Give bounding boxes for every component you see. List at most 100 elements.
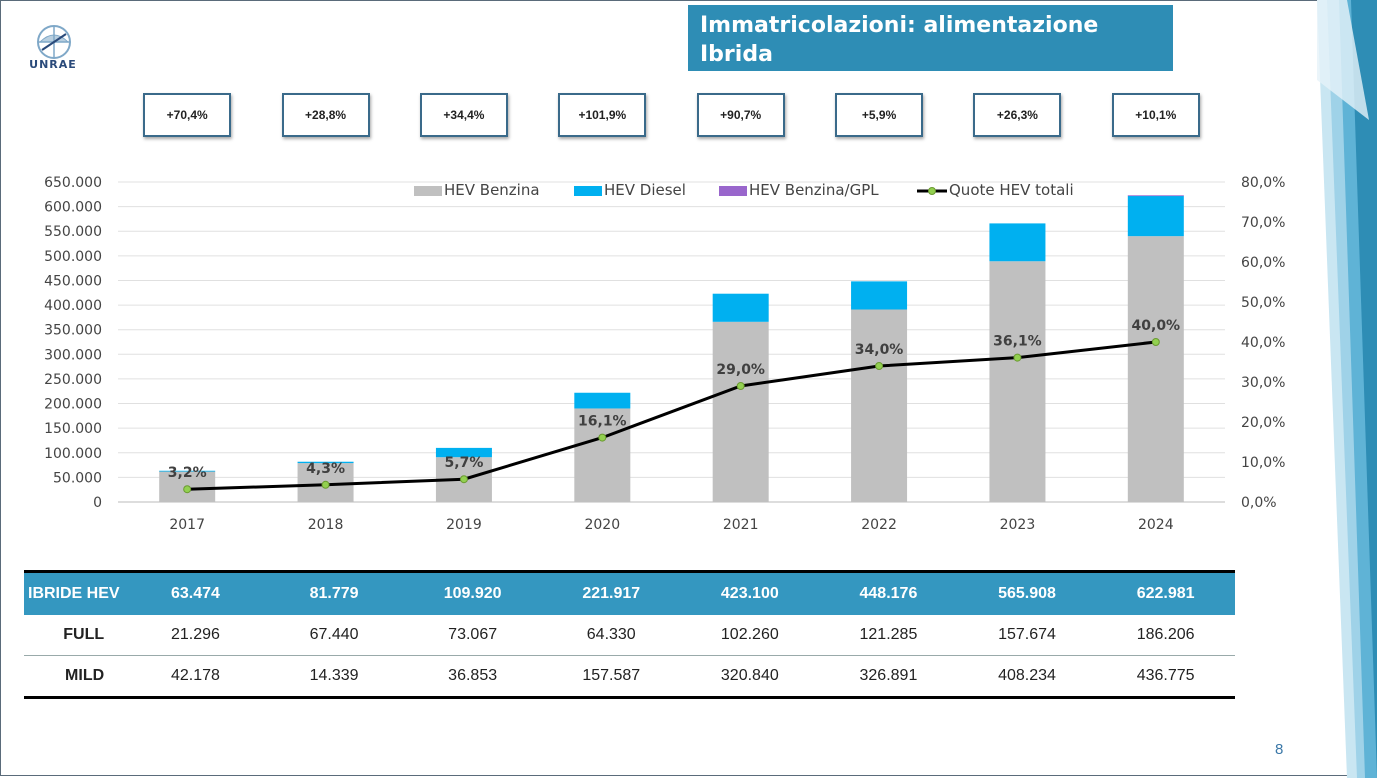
- table-cell: 121.285: [819, 615, 958, 656]
- x-tick-label: 2024: [1138, 517, 1174, 533]
- growth-box: +26,3%: [973, 93, 1062, 137]
- line-data-label: 16,1%: [578, 414, 627, 430]
- table-cell: 408.234: [998, 667, 1056, 684]
- line-point: [1013, 353, 1022, 362]
- y-right-tick-label: 20,0%: [1241, 415, 1285, 431]
- title-line-2: (HEV): [700, 71, 771, 96]
- y-right-tick-label: 30,0%: [1241, 375, 1285, 391]
- legend-marker: [928, 187, 936, 195]
- table-cell: 157.587: [582, 667, 641, 684]
- table-cell: 423.100: [680, 571, 820, 615]
- table-row: MILD 42.178 14.339 36.853 157.587 320.840 326.…: [24, 656, 1235, 698]
- y-left-tick-label: 450.000: [44, 273, 102, 289]
- y-right-tick-label: 60,0%: [1241, 255, 1285, 271]
- bar-hev-benzina-2021: [712, 321, 769, 502]
- bar-hev-benzina-2020: [574, 408, 631, 502]
- bar-hev-diesel-2019: [435, 447, 492, 458]
- row-label: MILD: [65, 667, 105, 684]
- line-data-label: 34,0%: [855, 342, 904, 358]
- growth-box: +10,1%: [1111, 93, 1200, 137]
- y-right-tick-label: 70,0%: [1241, 215, 1285, 231]
- bar-hev-diesel-2024: [1127, 195, 1184, 237]
- legend-label: HEV Diesel: [604, 181, 686, 199]
- line-point: [183, 485, 192, 494]
- line-data-label: 29,0%: [716, 362, 765, 378]
- line-point: [321, 480, 330, 489]
- legend-swatch: [574, 186, 602, 196]
- legend-label: Quote HEV totali: [949, 181, 1074, 199]
- table-cell: 221.917: [541, 571, 681, 615]
- x-tick-label: 2017: [169, 517, 205, 533]
- logo-text: UNRAE: [29, 58, 77, 71]
- table-row: IBRIDE HEV 63.474 81.779 109.920 221.917 423.…: [24, 571, 1235, 615]
- bar-hev-diesel-2020: [574, 392, 631, 409]
- table-cell: 436.775: [1136, 667, 1195, 684]
- table-cell: 186.206: [1096, 615, 1235, 656]
- y-right-tick-label: 40,0%: [1241, 335, 1285, 351]
- y-right-tick-label: 0,0%: [1241, 495, 1277, 511]
- line-point: [598, 433, 607, 442]
- table-cell: 622.981: [1096, 571, 1235, 615]
- bar-hev-benzina-2023: [989, 261, 1046, 502]
- bar-hev-benzina-2024: [1127, 236, 1184, 502]
- bar-hev-diesel-2021: [712, 293, 769, 322]
- growth-box: +70,4%: [143, 93, 232, 137]
- y-left-tick-label: 150.000: [44, 421, 102, 437]
- table-cell: 42.178: [170, 667, 220, 684]
- table-cell: 14.339: [309, 667, 359, 684]
- y-left-tick-label: 500.000: [44, 249, 102, 265]
- y-right-tick-label: 50,0%: [1241, 295, 1285, 311]
- line-quote-hev-totali: [187, 340, 1156, 491]
- x-tick-label: 2018: [308, 517, 344, 533]
- y-left-tick-label: 100.000: [44, 446, 102, 462]
- legend-label: HEV Benzina/GPL: [749, 181, 879, 199]
- table-cell: 81.779: [264, 571, 404, 615]
- line-point: [875, 362, 884, 370]
- growth-box: +90,7%: [696, 93, 785, 137]
- y-left-tick-label: 400.000: [44, 298, 102, 314]
- line-point: [1151, 338, 1160, 346]
- x-tick-label: 2022: [861, 517, 897, 533]
- x-tick-label: 2023: [1000, 517, 1036, 533]
- slide-title: Immatricolazioni: alimentazione Ibrida (…: [688, 5, 1173, 96]
- table-cell: 73.067: [403, 615, 542, 656]
- hev-registrations-chart: 0 50.000 100.000 150.000 200.000 250.000 300.0…: [44, 175, 1285, 533]
- line-data-label: 4,3%: [306, 461, 345, 477]
- table-row: FULL 21.296 67.440 73.067 64.330 102.260 121.2…: [24, 615, 1235, 656]
- legend-swatch: [719, 186, 747, 196]
- table-cell: 326.891: [859, 667, 918, 684]
- growth-box: +28,8%: [281, 93, 370, 137]
- bar-hev-benzina-2022: [851, 309, 908, 502]
- table-cell: 102.260: [680, 615, 820, 656]
- line-data-label: 40,0%: [1132, 318, 1181, 334]
- y-left-tick-label: 650.000: [44, 175, 102, 191]
- y-left-tick-label: 200.000: [44, 397, 102, 413]
- bar-hev-diesel-2022: [851, 281, 908, 310]
- table-cell: 157.674: [957, 615, 1097, 656]
- table-cell: 63.474: [126, 571, 265, 615]
- table-cell: 64.330: [541, 615, 681, 656]
- hev-data-table: IBRIDE HEV 63.474 81.779 109.920 221.917 423.…: [24, 570, 1235, 699]
- unrae-logo: [37, 25, 71, 59]
- line-data-label: 36,1%: [993, 334, 1042, 350]
- growth-box: +101,9%: [558, 93, 647, 137]
- table-cell: 36.853: [448, 667, 498, 684]
- y-left-tick-label: 0: [93, 495, 102, 511]
- table-cell: 448.176: [819, 571, 958, 615]
- decorative-side-banner: [1317, 0, 1377, 778]
- table-cell: 320.840: [720, 667, 779, 684]
- y-right-tick-label: 80,0%: [1241, 175, 1285, 191]
- title-line-1: Immatricolazioni: alimentazione Ibrida: [700, 13, 1099, 67]
- x-tick-label: 2020: [584, 517, 620, 533]
- y-right-tick-label: 10,0%: [1241, 455, 1285, 471]
- y-left-tick-label: 550.000: [44, 224, 102, 240]
- y-left-tick-label: 350.000: [44, 323, 102, 339]
- row-label: IBRIDE HEV: [24, 571, 127, 615]
- x-tick-label: 2021: [723, 517, 759, 533]
- bar-hev-diesel-2023: [989, 223, 1046, 262]
- row-label: FULL: [24, 615, 127, 656]
- line-data-label: 5,7%: [445, 455, 484, 471]
- legend-label: HEV Benzina: [444, 181, 540, 199]
- table-cell: 565.908: [957, 571, 1097, 615]
- growth-box: +5,9%: [835, 93, 924, 137]
